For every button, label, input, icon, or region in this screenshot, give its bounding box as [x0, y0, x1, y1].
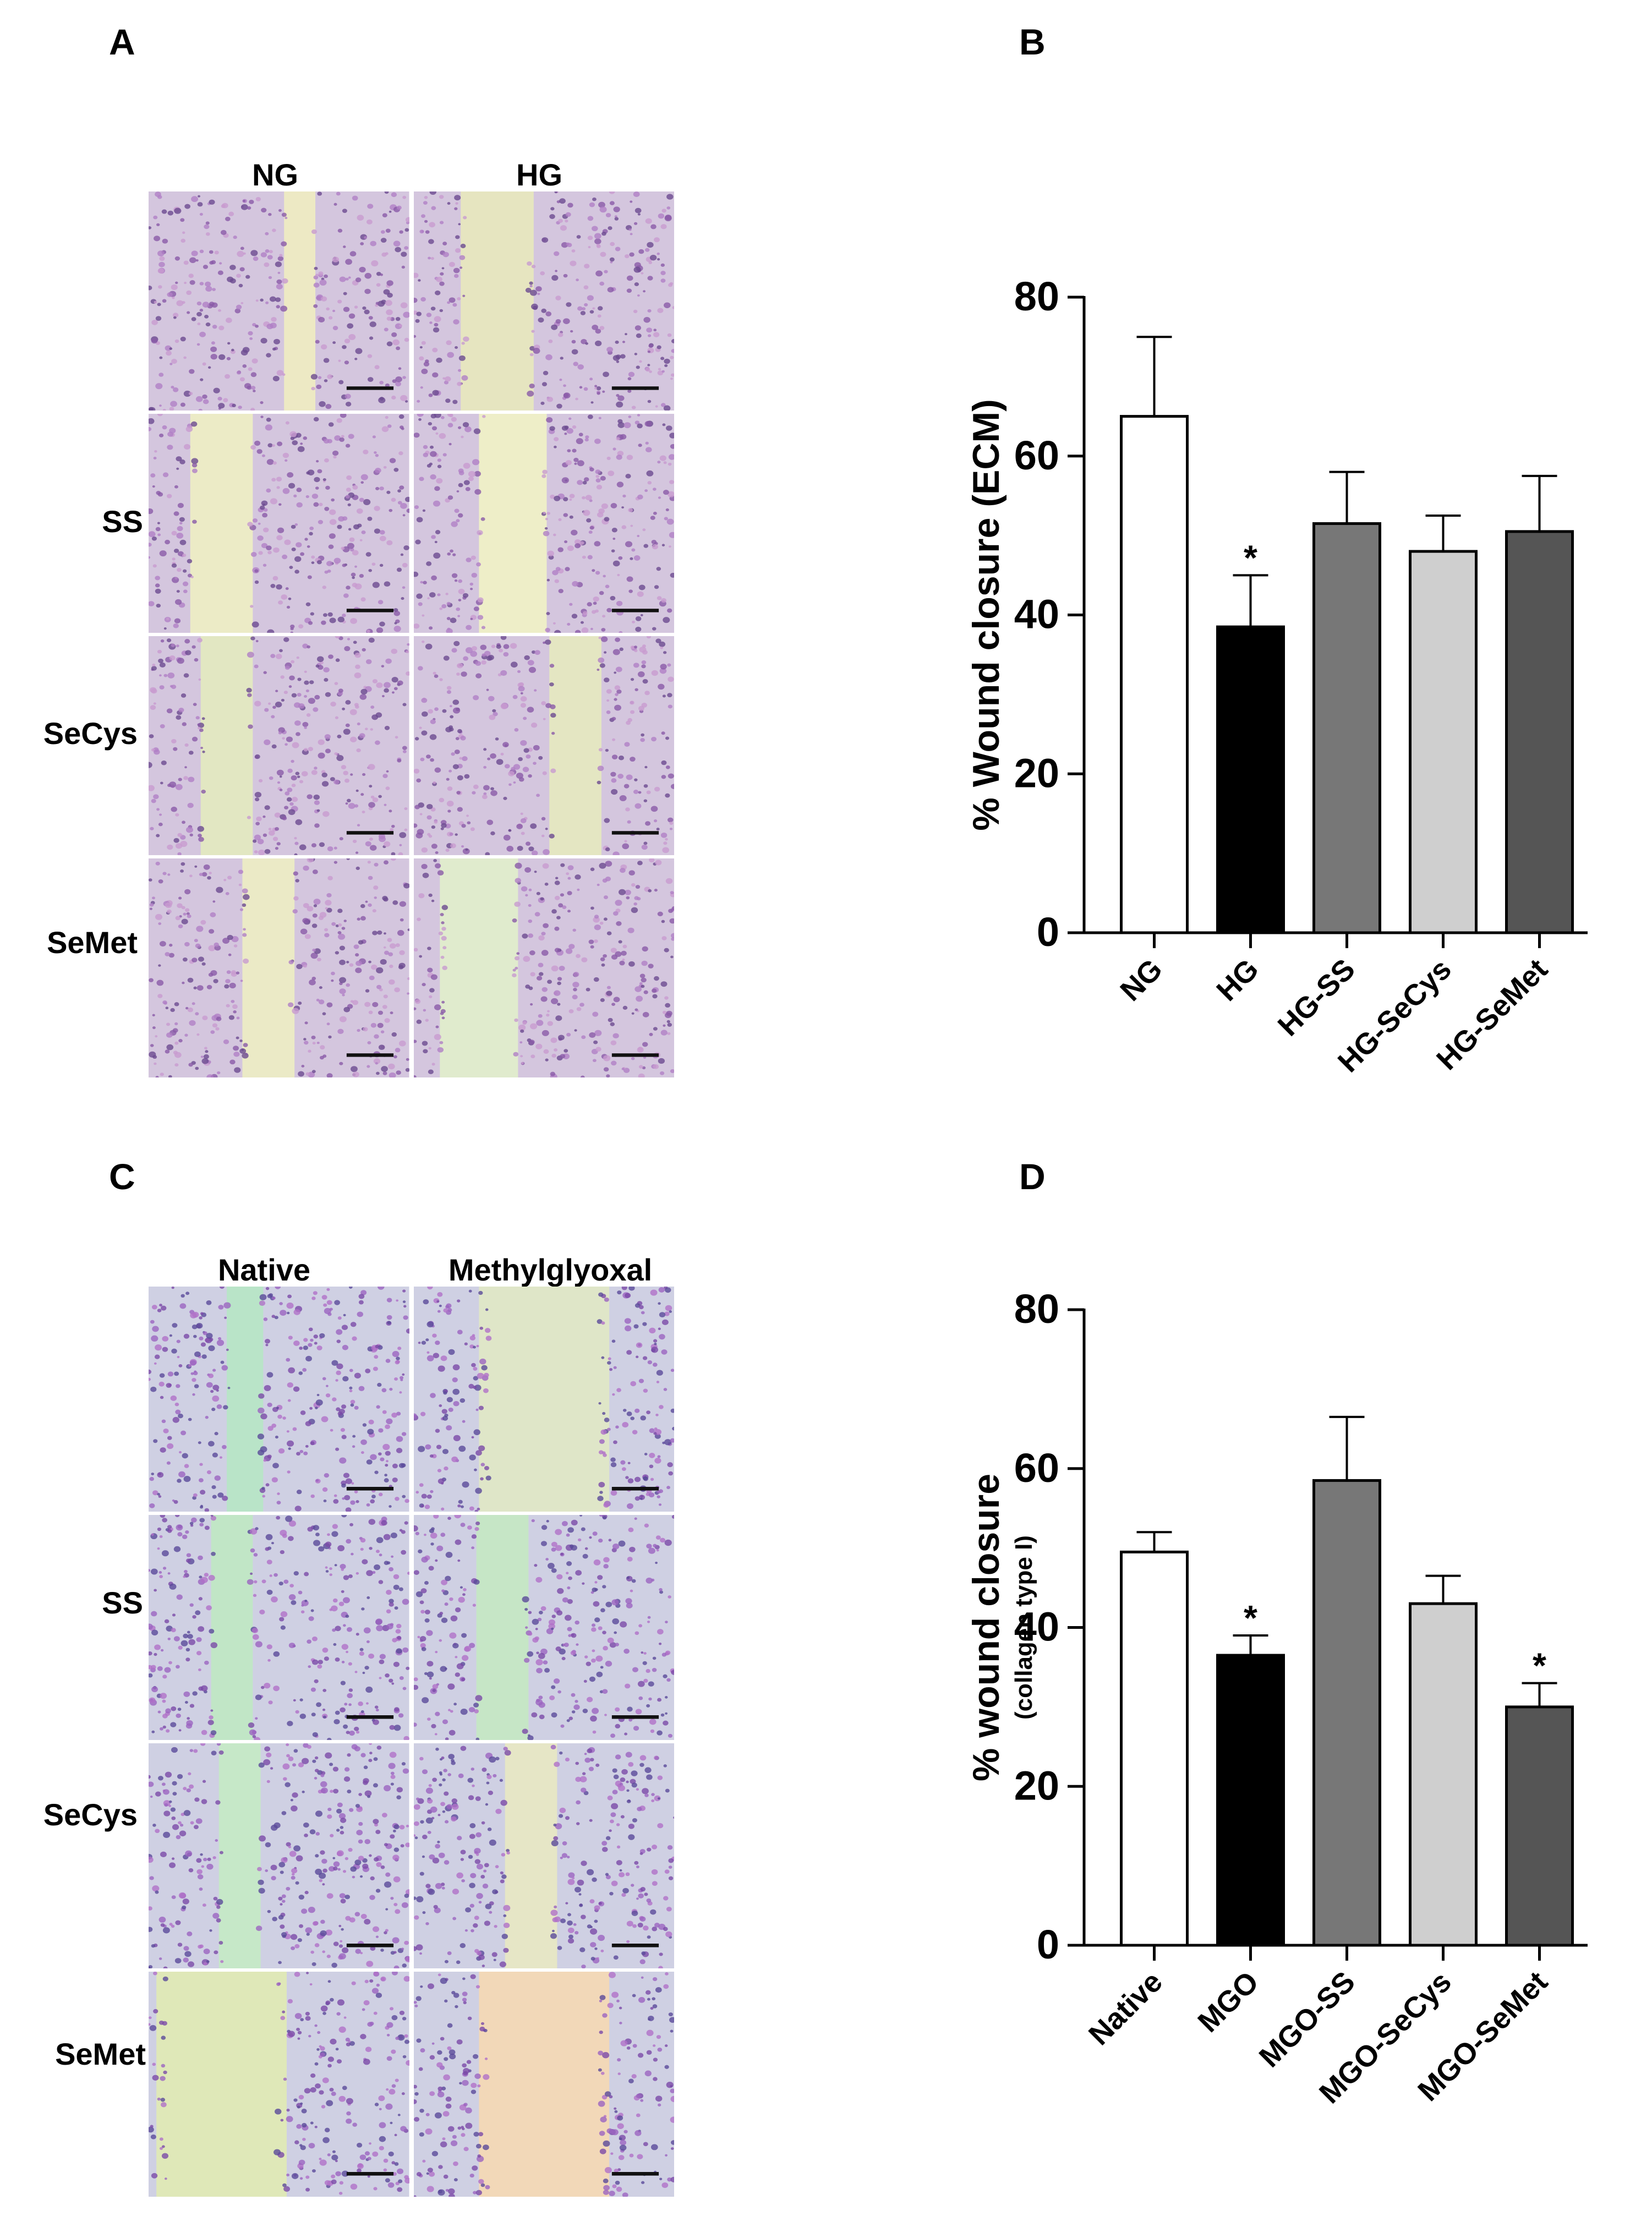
chart-b-y-tick-label: 20 [1014, 750, 1059, 796]
panel-c-row-label-semet: SeMet [55, 2037, 146, 2071]
panel-letter-d: D [1019, 1156, 1046, 1197]
panel-letter-c: C [109, 1156, 135, 1197]
panel-a-column-label-ng: NG [252, 157, 298, 192]
panel-c-micrograph-r4-c2 [413, 1972, 674, 2197]
panel-c-column-label-native: Native [217, 1252, 311, 1287]
panel-a-micrograph-r1-c1 [149, 191, 409, 411]
chart-d-y-axis-sublabel: (collagen type I) [1010, 1535, 1037, 1720]
chart-d-y-tick-label: 0 [1037, 1922, 1059, 1967]
chart-b-category-label: HG-SS [1272, 953, 1361, 1042]
chart-b-y-tick-label: 40 [1014, 592, 1059, 637]
chart-b-bar-1 [1120, 415, 1189, 934]
panel-a-micrograph-r3-c2 [413, 636, 674, 855]
panel-a-micrograph-r2-c2 [413, 414, 674, 633]
chart-d-bar-1 [1120, 1550, 1189, 1947]
panel-a-micrograph-r1-c2 [413, 191, 674, 411]
chart-d-bar-4 [1409, 1602, 1478, 1947]
panel-c-micrograph-r3-c2 [413, 1743, 674, 1968]
panel-c-micrograph-r2-c1 [149, 1515, 409, 1740]
panel-a-micrograph-grid [149, 191, 674, 1077]
chart-d-y-tick-label: 40 [1014, 1604, 1059, 1650]
chart-b-bar-5 [1505, 530, 1574, 934]
chart-b-y-tick-label: 80 [1014, 273, 1059, 319]
chart-b-wound-closure-ecm: 0 20 40 60 80 % Wound closure (ECM) NG HG * HG-SS… [965, 273, 1588, 1079]
panel-c-micrograph-r2-c2 [413, 1515, 674, 1740]
chart-b-category-label: NG [1114, 953, 1169, 1008]
chart-d-significance-marker: * [1244, 1598, 1257, 1638]
chart-d-bar-5 [1505, 1705, 1574, 1947]
panel-letter-a: A [109, 21, 135, 62]
chart-d-category-label: Native [1082, 1965, 1169, 2051]
panel-a-micrograph-r3-c1 [149, 636, 409, 855]
panel-a-row-label-semet: SeMet [47, 925, 138, 960]
chart-b-category-label: HG [1210, 953, 1265, 1008]
panel-a-micrograph-r4-c2 [413, 858, 674, 1077]
panel-a-column-label-hg: HG [516, 157, 562, 192]
chart-d-category-label: MGO [1191, 1965, 1265, 2039]
chart-b-bar-3 [1312, 522, 1381, 934]
chart-d-y-tick-label: 80 [1014, 1286, 1059, 1332]
chart-b-y-axis-label: % Wound closure (ECM) [965, 399, 1007, 831]
panel-a-row-label-ss: SS [102, 504, 143, 539]
chart-b-bar-2 [1216, 625, 1285, 934]
chart-d-wound-closure-collagen: 0 20 40 60 80 % wound closure (collagen type I… [965, 1286, 1588, 2110]
chart-d-bar-3 [1312, 1479, 1381, 1947]
panel-c-row-label-secys: SeCys [43, 1797, 138, 1832]
panel-c-row-label-ss: SS [102, 1585, 143, 1620]
chart-b-y-tick-label: 60 [1014, 433, 1059, 478]
panel-a-micrograph-r2-c1 [149, 414, 409, 633]
chart-b-bar-4 [1409, 550, 1478, 934]
chart-b-y-tick-label: 0 [1037, 909, 1059, 955]
chart-d-y-tick-label: 20 [1014, 1763, 1059, 1808]
chart-d-bar-2 [1216, 1654, 1285, 1947]
chart-b-significance-marker: * [1244, 538, 1257, 577]
chart-d-significance-marker: * [1533, 1646, 1546, 1686]
panel-a-micrograph-r4-c1 [149, 858, 409, 1077]
panel-c-micrograph-r4-c1 [149, 1972, 409, 2197]
panel-a-row-label-secys: SeCys [43, 716, 138, 751]
panel-letter-b: B [1019, 21, 1046, 62]
chart-d-y-tick-label: 60 [1014, 1445, 1059, 1491]
panel-c-micrograph-r1-c1 [149, 1287, 409, 1512]
panel-c-column-label-methylglyoxal: Methylglyoxal [448, 1252, 653, 1287]
panel-c-micrograph-r3-c1 [149, 1743, 409, 1968]
panel-c-micrograph-grid [149, 1287, 674, 2197]
panel-c-micrograph-r1-c2 [413, 1287, 674, 1512]
chart-d-y-axis-label: % wound closure [965, 1474, 1007, 1781]
